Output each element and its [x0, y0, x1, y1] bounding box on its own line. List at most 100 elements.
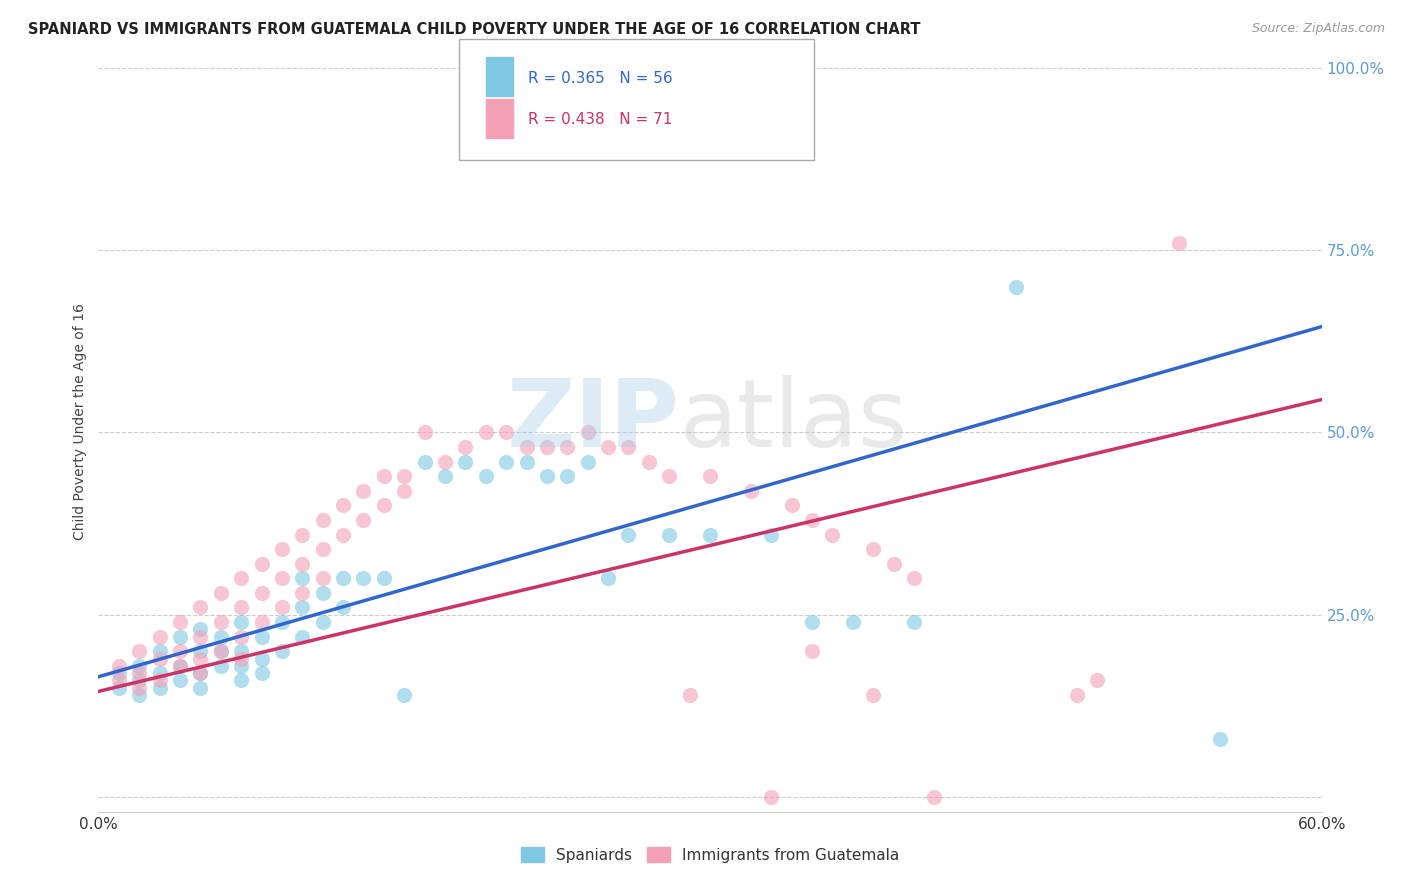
- Point: [658, 527, 681, 541]
- Point: [169, 658, 191, 673]
- Point: [332, 600, 354, 615]
- Point: [1167, 235, 1189, 250]
- Point: [392, 469, 416, 483]
- Point: [188, 600, 212, 615]
- Point: [209, 615, 232, 629]
- Bar: [486, 99, 513, 138]
- Point: [699, 469, 721, 483]
- Point: [312, 513, 335, 527]
- Point: [108, 666, 131, 681]
- Point: [188, 666, 212, 681]
- Point: [801, 644, 824, 658]
- Point: [922, 790, 945, 805]
- Point: [128, 644, 150, 658]
- Point: [149, 651, 172, 665]
- Point: [209, 658, 232, 673]
- Point: [780, 499, 803, 513]
- Point: [883, 557, 905, 571]
- Point: [312, 586, 335, 600]
- Point: [413, 425, 436, 440]
- Point: [536, 440, 558, 454]
- Text: Source: ZipAtlas.com: Source: ZipAtlas.com: [1251, 22, 1385, 36]
- Point: [108, 681, 131, 695]
- Point: [373, 499, 395, 513]
- Point: [617, 527, 640, 541]
- Point: [250, 557, 273, 571]
- Point: [108, 658, 131, 673]
- Point: [270, 644, 294, 658]
- Point: [231, 651, 253, 665]
- Point: [231, 658, 253, 673]
- Point: [555, 440, 579, 454]
- Point: [903, 615, 925, 629]
- Point: [352, 571, 374, 585]
- Point: [352, 513, 374, 527]
- Point: [1066, 688, 1088, 702]
- Point: [312, 571, 335, 585]
- Point: [1004, 279, 1026, 293]
- Point: [231, 571, 253, 585]
- Point: [149, 666, 172, 681]
- Point: [250, 666, 273, 681]
- Point: [128, 673, 150, 688]
- Point: [231, 673, 253, 688]
- Point: [312, 542, 335, 557]
- Point: [270, 600, 294, 615]
- Point: [188, 644, 212, 658]
- Point: [598, 571, 620, 585]
- Text: ZIP: ZIP: [506, 376, 679, 467]
- Point: [169, 615, 191, 629]
- Point: [576, 454, 599, 468]
- Point: [231, 615, 253, 629]
- Point: [128, 681, 150, 695]
- Point: [128, 666, 150, 681]
- Point: [291, 571, 314, 585]
- Point: [392, 688, 416, 702]
- Text: R = 0.365   N = 56: R = 0.365 N = 56: [527, 70, 672, 86]
- Point: [413, 454, 436, 468]
- Point: [169, 673, 191, 688]
- Point: [149, 673, 172, 688]
- Point: [617, 440, 640, 454]
- Point: [291, 630, 314, 644]
- Point: [128, 658, 150, 673]
- Point: [454, 440, 477, 454]
- Point: [862, 542, 884, 557]
- Point: [312, 615, 335, 629]
- Point: [555, 469, 579, 483]
- Point: [761, 527, 783, 541]
- Point: [495, 454, 517, 468]
- Point: [270, 542, 294, 557]
- Point: [270, 615, 294, 629]
- Point: [373, 571, 395, 585]
- Point: [474, 425, 498, 440]
- Point: [434, 469, 457, 483]
- Point: [841, 615, 863, 629]
- Point: [598, 440, 620, 454]
- Text: atlas: atlas: [679, 376, 908, 467]
- Point: [209, 586, 232, 600]
- Bar: [486, 57, 513, 96]
- Point: [699, 527, 721, 541]
- Point: [373, 469, 395, 483]
- Point: [169, 658, 191, 673]
- Point: [108, 673, 131, 688]
- Point: [658, 469, 681, 483]
- Point: [495, 425, 517, 440]
- Point: [392, 483, 416, 498]
- Point: [128, 688, 150, 702]
- Point: [188, 666, 212, 681]
- Point: [250, 630, 273, 644]
- Point: [188, 651, 212, 665]
- Point: [250, 586, 273, 600]
- Text: SPANIARD VS IMMIGRANTS FROM GUATEMALA CHILD POVERTY UNDER THE AGE OF 16 CORRELAT: SPANIARD VS IMMIGRANTS FROM GUATEMALA CH…: [28, 22, 921, 37]
- Point: [149, 630, 172, 644]
- Point: [1209, 731, 1232, 746]
- Point: [434, 454, 457, 468]
- Point: [250, 651, 273, 665]
- FancyBboxPatch shape: [460, 39, 814, 160]
- Point: [862, 688, 884, 702]
- Point: [209, 644, 232, 658]
- Point: [332, 571, 354, 585]
- Legend: Spaniards, Immigrants from Guatemala: Spaniards, Immigrants from Guatemala: [520, 847, 900, 863]
